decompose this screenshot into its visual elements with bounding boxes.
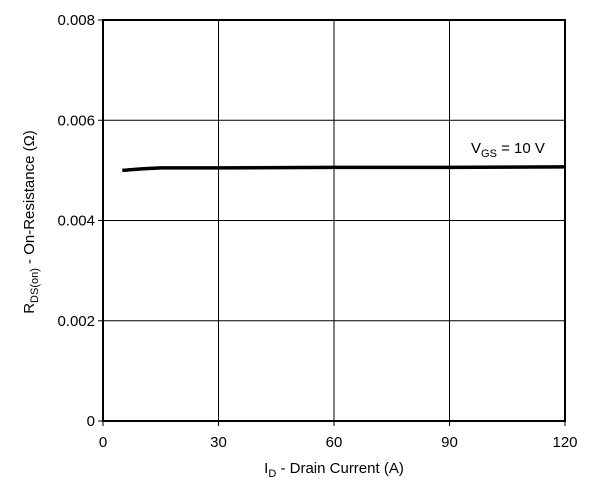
- x-axis-label: ID - Drain Current (A): [264, 460, 404, 480]
- x-tick-label: 30: [210, 434, 227, 451]
- x-axis-label-sub: D: [268, 468, 276, 480]
- y-axis-label-rest: - On-Resistance (Ω): [21, 130, 38, 268]
- y-axis-label: RDS(on) - On-Resistance (Ω): [21, 130, 41, 314]
- x-tick-label: 0: [99, 434, 107, 451]
- x-tick-label: 120: [552, 434, 577, 451]
- y-axis-label-sub: DS(on): [29, 268, 41, 303]
- y-tick-label: 0.006: [57, 112, 95, 129]
- y-tick-labels: 0 0.002 0.004 0.006 0.008: [57, 12, 95, 430]
- y-tick-label: 0.002: [57, 313, 95, 330]
- plot-frame: [102, 19, 566, 422]
- y-tick-label: 0: [87, 413, 95, 430]
- x-tick-label: 90: [441, 434, 458, 451]
- y-tick-label: 0.004: [57, 213, 95, 230]
- x-axis-label-rest: - Drain Current (A): [276, 460, 404, 477]
- y-axis-label-main: R: [21, 303, 38, 314]
- series-label-sub: GS: [481, 148, 497, 160]
- x-axis-label-main: I: [264, 460, 268, 477]
- x-tick-labels: 0 30 60 90 120: [99, 434, 578, 451]
- series-label-main: V: [471, 140, 481, 157]
- series-label: VGS = 10 V: [471, 140, 545, 160]
- y-tick-label: 0.008: [57, 12, 95, 29]
- series-line-vgs-10v: [122, 165, 566, 173]
- x-tick-label: 60: [326, 434, 343, 451]
- series-label-rest: = 10 V: [497, 140, 545, 157]
